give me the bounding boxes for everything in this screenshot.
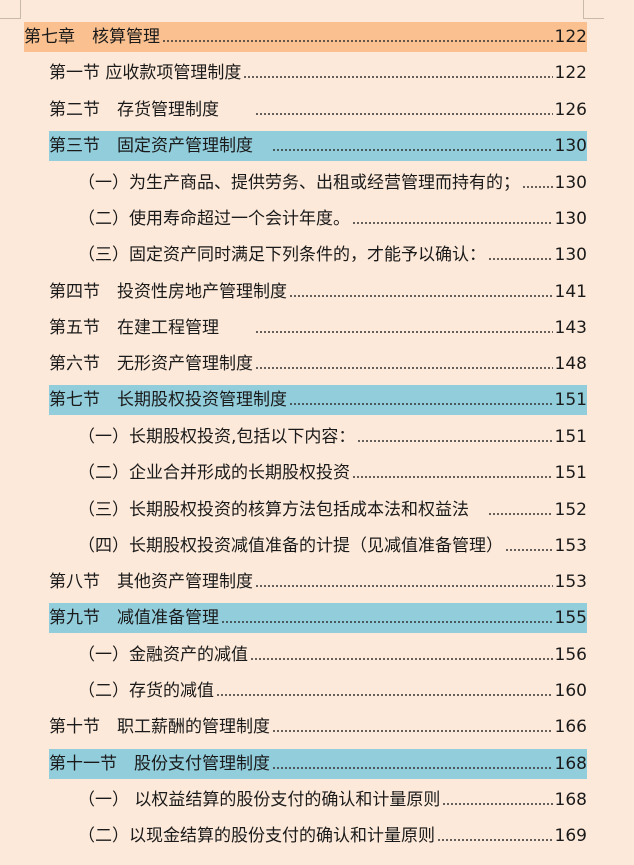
toc-entry-section-11[interactable]: 第十一节 股份支付管理制度 168 xyxy=(49,749,587,779)
toc-entry-title: 第五节 在建工程管理 xyxy=(49,318,253,338)
toc-entry-chapter-7[interactable]: 第七章 核算管理 122 xyxy=(24,22,587,52)
dot-leader xyxy=(216,694,553,696)
toc-entry-title: 第六节 无形资产管理制度 xyxy=(49,354,253,374)
toc-entry-section-2[interactable]: 第二节 存货管理制度 126 xyxy=(49,95,587,125)
toc-entry-page: 168 xyxy=(554,754,587,774)
toc-entry-title: 第二节 存货管理制度 xyxy=(49,100,253,120)
toc-entry-subitem[interactable]: （二）使用寿命超过一个会计年度。 130 xyxy=(78,204,587,234)
toc-entry-subitem[interactable]: （一） 以权益结算的股份支付的确认和计量原则 168 xyxy=(78,785,587,815)
toc-entry-page: 153 xyxy=(554,572,587,592)
toc-entry-section-6[interactable]: 第六节 无形资产管理制度 148 xyxy=(49,349,587,379)
toc-entry-subitem[interactable]: （三）固定资产同时满足下列条件的，才能予以确认： 130 xyxy=(78,240,587,270)
toc-entry-section-10[interactable]: 第十节 职工薪酬的管理制度 166 xyxy=(49,712,587,742)
toc-entry-title: 第四节 投资性房地产管理制度 xyxy=(49,282,287,302)
dot-leader xyxy=(255,367,553,369)
toc-entry-title: （一） 以权益结算的股份支付的确认和计量原则 xyxy=(78,790,441,810)
toc-entry-subitem[interactable]: （一）为生产商品、提供劳务、出租或经营管理而持有的； 130 xyxy=(78,168,587,198)
toc-entry-section-8[interactable]: 第八节 其他资产管理制度 153 xyxy=(49,567,587,597)
toc-entry-title: （三）固定资产同时满足下列条件的，才能予以确认： xyxy=(78,245,486,265)
toc-entry-page: 151 xyxy=(554,427,587,447)
toc-entry-subitem[interactable]: （三）长期股权投资的核算方法包括成本法和权益法 152 xyxy=(78,495,587,525)
dot-leader xyxy=(289,295,553,297)
dot-leader xyxy=(255,331,553,333)
dot-leader xyxy=(488,513,553,515)
dot-leader xyxy=(505,549,553,551)
toc-entry-page: 156 xyxy=(554,645,587,665)
toc-entry-page: 130 xyxy=(554,209,587,229)
toc-entry-title: （二）使用寿命超过一个会计年度。 xyxy=(78,209,350,229)
toc-entry-page: 155 xyxy=(554,608,587,628)
toc-entry-page: 169 xyxy=(554,826,587,846)
toc-entry-subitem[interactable]: （二）以现金结算的股份支付的确认和计量原则 169 xyxy=(78,821,587,851)
toc-entry-title: 第十节 职工薪酬的管理制度 xyxy=(49,717,270,737)
toc-entry-page: 166 xyxy=(554,717,587,737)
dot-leader xyxy=(221,621,553,623)
toc-entry-title: 第七节 长期股权投资管理制度 xyxy=(49,390,287,410)
dot-leader xyxy=(272,730,553,732)
toc-entry-title: （一）金融资产的减值 xyxy=(78,645,248,665)
toc-entry-page: 130 xyxy=(554,245,587,265)
dot-leader xyxy=(522,186,553,188)
toc-entry-title: （一）为生产商品、提供劳务、出租或经营管理而持有的； xyxy=(78,173,520,193)
toc-entry-page: 160 xyxy=(554,681,587,701)
toc-entry-title: 第九节 减值准备管理 xyxy=(49,608,219,628)
page-corner-mark-right xyxy=(583,0,604,19)
toc-entry-subitem[interactable]: （一）长期股权投资,包括以下内容： 151 xyxy=(78,422,587,452)
toc-entry-page: 153 xyxy=(554,536,587,556)
dot-leader xyxy=(289,403,553,405)
dot-leader xyxy=(442,803,553,805)
toc-entry-subitem[interactable]: （四）长期股权投资减值准备的计提（见减值准备管理） 153 xyxy=(78,531,587,561)
dot-leader xyxy=(352,222,553,224)
toc-entry-page: 151 xyxy=(554,390,587,410)
toc-entry-page: 152 xyxy=(554,500,587,520)
toc-entry-title: 第十一节 股份支付管理制度 xyxy=(49,754,270,774)
dot-leader xyxy=(357,440,553,442)
toc-entry-page: 126 xyxy=(554,100,587,120)
toc-entry-page: 143 xyxy=(554,318,587,338)
dot-leader xyxy=(255,585,553,587)
toc-entry-subitem[interactable]: （一）金融资产的减值 156 xyxy=(78,640,587,670)
dot-leader xyxy=(162,40,553,42)
toc-entry-title: （二）企业合并形成的长期股权投资 xyxy=(78,463,350,483)
toc-entry-page: 122 xyxy=(554,27,587,47)
toc-entry-title: （二）以现金结算的股份支付的确认和计量原则 xyxy=(78,826,435,846)
toc-entry-page: 122 xyxy=(554,63,587,83)
toc-entry-page: 141 xyxy=(554,282,587,302)
toc-entry-title: （三）长期股权投资的核算方法包括成本法和权益法 xyxy=(78,500,486,520)
toc-entry-page: 148 xyxy=(554,354,587,374)
toc-entry-title: 第三节 固定资产管理制度 xyxy=(49,136,270,156)
dot-leader xyxy=(250,658,553,660)
toc-entry-section-1[interactable]: 第一节 应收款项管理制度 122 xyxy=(49,58,587,88)
dot-leader xyxy=(352,476,553,478)
toc-entry-section-5[interactable]: 第五节 在建工程管理 143 xyxy=(49,313,587,343)
toc-entry-subitem[interactable]: （二）企业合并形成的长期股权投资 151 xyxy=(78,458,587,488)
toc-entry-subitem[interactable]: （二）存货的减值 160 xyxy=(78,676,587,706)
toc-entry-section-9[interactable]: 第九节 减值准备管理 155 xyxy=(49,603,587,633)
dot-leader xyxy=(272,767,553,769)
dot-leader xyxy=(488,258,553,260)
toc-entry-page: 130 xyxy=(554,173,587,193)
dot-leader xyxy=(437,839,553,841)
toc-entry-title: 第八节 其他资产管理制度 xyxy=(49,572,253,592)
toc-entry-title: 第一节 应收款项管理制度 xyxy=(49,63,242,83)
toc-entry-section-3[interactable]: 第三节 固定资产管理制度 130 xyxy=(49,131,587,161)
toc-entry-title: 第七章 核算管理 xyxy=(24,27,160,47)
toc-entry-page: 168 xyxy=(554,790,587,810)
toc-entry-section-7[interactable]: 第七节 长期股权投资管理制度 151 xyxy=(49,385,587,415)
dot-leader xyxy=(272,149,553,151)
dot-leader xyxy=(255,113,553,115)
toc-entry-title: （二）存货的减值 xyxy=(78,681,214,701)
toc-entry-title: （一）长期股权投资,包括以下内容： xyxy=(78,427,356,447)
toc-entry-page: 130 xyxy=(554,136,587,156)
toc-entry-title: （四）长期股权投资减值准备的计提（见减值准备管理） xyxy=(78,536,503,556)
toc-entry-section-4[interactable]: 第四节 投资性房地产管理制度 141 xyxy=(49,277,587,307)
toc-entry-page: 151 xyxy=(554,463,587,483)
dot-leader xyxy=(243,76,553,78)
page-corner-mark-left xyxy=(0,0,21,19)
